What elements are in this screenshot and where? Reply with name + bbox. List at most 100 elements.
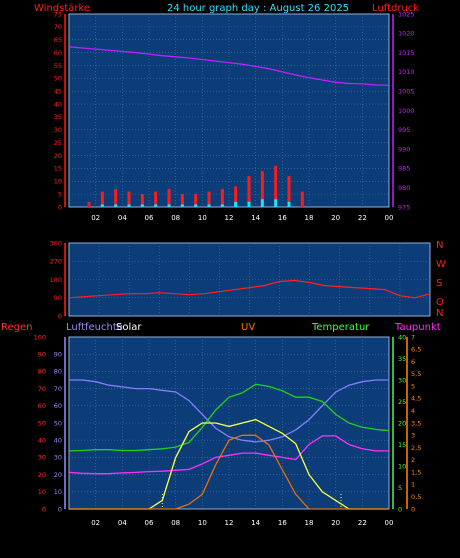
pressure-tick-label: 975 — [398, 203, 410, 211]
x-tick-label: 14 — [251, 519, 260, 527]
humidity-tick-label: 70 — [54, 385, 62, 393]
humidity-tick-label: 10 — [54, 488, 62, 496]
pressure-axis-title: Luftdruck — [372, 3, 419, 14]
compass-label-n-bottom: N — [436, 308, 443, 319]
wind-tick-label: 75 — [54, 10, 62, 18]
regen-tick-label: 100 — [34, 333, 46, 341]
humidity-tick-label: 50 — [54, 419, 62, 427]
uv-tick-label: 2 — [411, 456, 415, 464]
x-tick-label: 02 — [91, 519, 100, 527]
x-tick-label: 10 — [198, 214, 207, 222]
regen-tick-label: 60 — [38, 402, 46, 410]
temperature-axis-title: Temperatur — [311, 322, 370, 333]
x-tick-label: 00 — [385, 214, 394, 222]
x-tick-label: 18 — [305, 214, 314, 222]
wind-tick-label: 20 — [54, 152, 62, 160]
temperature-line — [68, 383, 390, 452]
wind-tick-label: 40 — [54, 100, 62, 108]
temperature-tick-label: 5 — [398, 484, 402, 492]
wind-pressure-panel: 7570656055504540353025201510501025102010… — [54, 10, 415, 222]
humidity-axis-title: Luftfeuchte — [66, 322, 123, 333]
x-tick-label: 12 — [225, 214, 234, 222]
uv-legend: UV — [241, 322, 255, 333]
regen-tick-label: 50 — [38, 419, 46, 427]
x-tick-label: 12 — [225, 519, 234, 527]
x-tick-label: 14 — [251, 214, 260, 222]
uv-tick-label: 3 — [411, 432, 415, 440]
pressure-tick-label: 980 — [398, 184, 410, 192]
pressure-line — [68, 46, 390, 87]
regen-tick-label: 20 — [38, 471, 46, 479]
temperature-tick-label: 10 — [398, 462, 406, 470]
wind-direction-panel: 360 270 180 90 0 — [50, 239, 431, 320]
pressure-tick-label: 1005 — [398, 88, 415, 96]
uv-tick-label: 4,5 — [411, 395, 421, 403]
uv-tick-label: 1 — [411, 481, 415, 489]
uv-tick-label: 0 — [411, 505, 415, 513]
wind-tick-label: 5 — [58, 190, 62, 198]
regen-tick-label: 0 — [42, 505, 46, 513]
x-tick-label: 02 — [91, 214, 100, 222]
wind-direction-line — [68, 279, 431, 299]
uv-tick-label: 5 — [411, 382, 415, 390]
x-tick-label: 10 — [198, 519, 207, 527]
x-tick-label: 22 — [358, 214, 367, 222]
regen-axis-title: Regen — [1, 322, 33, 333]
humidity-line — [69, 379, 389, 443]
humidity-temperature-panel: 1009080706050403020100908070605040302010… — [34, 333, 422, 527]
temperature-tick-label: 35 — [398, 355, 406, 363]
wind-tick-label: 45 — [54, 88, 62, 96]
direction-tick-label: 180 — [50, 276, 62, 284]
regen-tick-label: 70 — [38, 385, 46, 393]
regen-tick-label: 80 — [38, 368, 46, 376]
pressure-tick-label: 1010 — [398, 68, 415, 76]
direction-tick-label: 0 — [58, 312, 62, 320]
humidity-tick-label: 20 — [54, 471, 62, 479]
direction-tick-label: 270 — [50, 258, 62, 266]
pressure-tick-label: 1000 — [398, 107, 415, 115]
pressure-tick-label: 985 — [398, 165, 410, 173]
x-tick-label: 22 — [358, 519, 367, 527]
uv-tick-label: 2,5 — [411, 444, 421, 452]
compass-label-n-top: N — [436, 240, 443, 251]
wind-speed-axis-title: Windstärke — [34, 3, 90, 14]
x-tick-label: 00 — [385, 519, 394, 527]
direction-tick-label: 360 — [50, 239, 62, 247]
regen-tick-label: 30 — [38, 454, 46, 462]
uv-tick-label: 6,5 — [411, 346, 421, 354]
x-tick-label: 04 — [118, 519, 127, 527]
chart-title: 24 hour graph day : August 26 2025 — [167, 3, 349, 14]
x-tick-label: 20 — [331, 214, 340, 222]
x-tick-label: 08 — [171, 519, 180, 527]
regen-tick-label: 40 — [38, 437, 46, 445]
solar-legend: Solar — [116, 322, 142, 333]
pressure-tick-label: 1025 — [398, 10, 415, 18]
temperature-tick-label: 20 — [398, 419, 406, 427]
compass-label-w: W — [436, 259, 446, 270]
humidity-tick-label: 90 — [54, 351, 62, 359]
temperature-tick-label: 0 — [398, 505, 402, 513]
temperature-tick-label: 40 — [398, 333, 406, 341]
temperature-tick-label: 30 — [398, 376, 406, 384]
wind-tick-label: 65 — [54, 36, 62, 44]
compass-label-o: O — [436, 297, 444, 308]
uv-tick-label: 6 — [411, 358, 415, 366]
compass-label-s: S — [436, 278, 442, 289]
pressure-tick-label: 990 — [398, 145, 410, 153]
dewpoint-axis-title: Taupunkt — [394, 322, 441, 333]
wind-tick-label: 50 — [54, 75, 62, 83]
humidity-tick-label: 40 — [54, 437, 62, 445]
wind-tick-label: 55 — [54, 62, 62, 70]
uv-tick-label: 7 — [411, 333, 415, 341]
wind-tick-label: 0 — [58, 203, 62, 211]
wind-tick-label: 10 — [54, 178, 62, 186]
x-tick-label: 16 — [278, 519, 287, 527]
humidity-tick-label: 60 — [54, 402, 62, 410]
uv-tick-label: 3,5 — [411, 419, 421, 427]
humidity-tick-label: 30 — [54, 454, 62, 462]
regen-tick-label: 90 — [38, 351, 46, 359]
x-tick-label: 06 — [145, 519, 154, 527]
uv-line — [69, 434, 389, 510]
humidity-tick-label: 0 — [58, 505, 62, 513]
